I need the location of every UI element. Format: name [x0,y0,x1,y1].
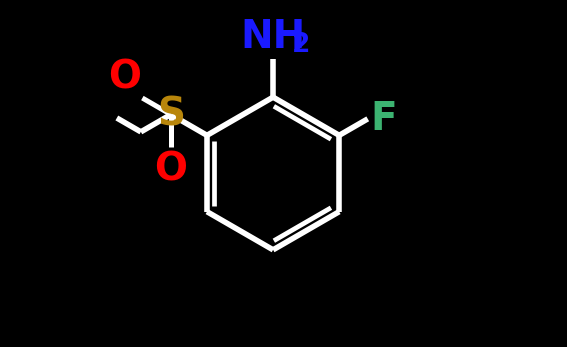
Text: 2: 2 [292,32,311,58]
Text: NH: NH [240,18,306,56]
Text: O: O [154,150,188,188]
Text: O: O [108,58,141,96]
Text: S: S [157,95,185,134]
Text: F: F [370,100,397,138]
